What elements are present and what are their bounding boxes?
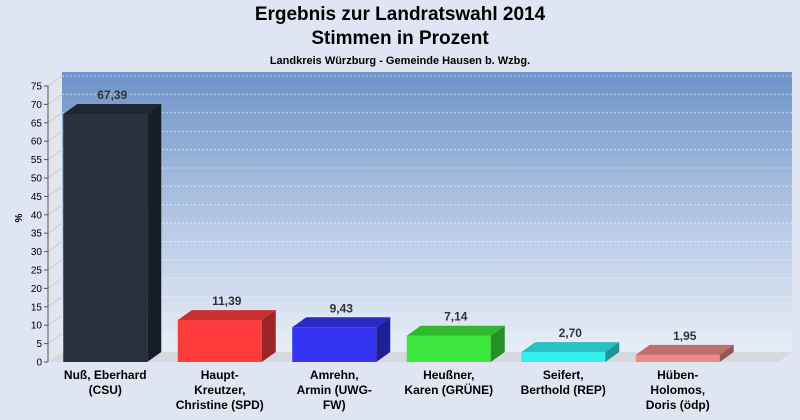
gridline-side xyxy=(47,241,63,253)
gridline-side xyxy=(47,112,63,124)
gridline-side xyxy=(47,130,63,142)
y-tick-label: 0 xyxy=(36,358,42,369)
bar-side xyxy=(490,325,505,362)
bar-1 xyxy=(63,104,162,363)
gridline-side xyxy=(47,93,63,105)
bar-front xyxy=(635,354,720,362)
category-label-line: Seifert, xyxy=(543,368,584,382)
y-tick-label: 10 xyxy=(31,321,43,332)
category-label-line: (CSU) xyxy=(89,383,122,397)
gridline-side xyxy=(47,185,63,197)
bar-4 xyxy=(406,325,505,362)
bar-front xyxy=(292,327,377,362)
category-label-line: Hüben- xyxy=(657,368,698,382)
gridline-side xyxy=(47,277,63,289)
bar-side xyxy=(376,317,391,362)
category-label-line: Heußner, xyxy=(423,368,474,382)
bar-top xyxy=(406,325,505,336)
y-tick-label: 70 xyxy=(31,100,43,111)
y-tick-label: 45 xyxy=(31,192,43,203)
category-label-line: Amrehn, xyxy=(310,368,359,382)
bar-top xyxy=(63,104,162,115)
value-label: 7,14 xyxy=(444,310,468,324)
y-tick-label: 5 xyxy=(36,339,42,350)
bar-side xyxy=(147,104,162,363)
category-label-line: Nuß, Eberhard xyxy=(64,368,147,382)
y-tick-label: 20 xyxy=(31,284,43,295)
y-tick-label: 30 xyxy=(31,247,43,258)
y-tick-label: 35 xyxy=(31,229,43,240)
chart-subtitle-line: Stimmen in Prozent xyxy=(311,28,489,49)
value-label: 11,39 xyxy=(212,294,242,308)
gridline-side xyxy=(47,149,63,161)
category-label-line: Armin (UWG- xyxy=(297,383,372,397)
y-tick-label: 65 xyxy=(31,118,43,129)
y-tick-label: 25 xyxy=(31,266,43,277)
y-tick-label: 75 xyxy=(31,82,43,93)
gridline-side xyxy=(47,75,63,87)
y-tick-label: 50 xyxy=(31,174,43,185)
y-axis-label: % xyxy=(14,213,25,222)
category-label-line: Christine (SPD) xyxy=(176,398,264,412)
category-label-line: Doris (ödp) xyxy=(646,398,710,412)
category-label: Amrehn, Armin (UWG-FW) xyxy=(297,368,372,412)
value-label: 1,95 xyxy=(673,329,697,343)
bar-6 xyxy=(635,344,734,362)
gridline-side xyxy=(47,222,63,234)
bar-5 xyxy=(521,342,620,362)
bar-top xyxy=(177,310,276,321)
bar-side xyxy=(605,342,620,362)
category-label: Haupt-Kreutzer, Christine (SPD) xyxy=(176,368,264,412)
chart-subtitle: Landkreis Würzburg - Gemeinde Hausen b. … xyxy=(269,55,531,67)
bar-front xyxy=(406,335,491,362)
bar-top xyxy=(635,344,734,355)
category-label: Nuß, Eberhard (CSU) xyxy=(64,368,147,397)
bar-3 xyxy=(292,317,391,362)
gridline-side xyxy=(47,204,63,216)
bar-2 xyxy=(177,310,276,362)
y-tick-label: 40 xyxy=(31,210,43,221)
gridline-side xyxy=(47,314,63,326)
bar-side xyxy=(719,344,734,362)
category-label-line: Karen (GRÜNE) xyxy=(404,382,493,397)
bar-top xyxy=(521,342,620,353)
left-wall xyxy=(48,72,62,362)
category-label-line: Berthold (REP) xyxy=(521,383,606,397)
category-label: Seifert, Berthold (REP) xyxy=(521,368,606,397)
value-label: 67,39 xyxy=(97,88,127,102)
gridline-side xyxy=(47,296,63,308)
plot-background xyxy=(62,72,792,352)
y-tick-label: 15 xyxy=(31,302,43,313)
value-label: 9,43 xyxy=(330,301,354,315)
chart-title: Ergebnis zur Landratswahl 2014 xyxy=(254,4,546,25)
bar-front xyxy=(521,352,606,362)
bar-top xyxy=(292,317,391,328)
category-label-line: Kreutzer, xyxy=(194,383,245,397)
category-label-line: Holomos, xyxy=(650,383,705,397)
gridline-side xyxy=(47,167,63,179)
y-tick-label: 55 xyxy=(31,155,43,166)
bar-side xyxy=(261,310,276,362)
bar-front xyxy=(177,320,262,362)
bar-front xyxy=(63,114,148,363)
category-label-line: Haupt- xyxy=(201,368,239,382)
category-label: Hüben-Holomos, Doris (ödp) xyxy=(646,368,710,412)
category-label: Heußner, Karen (GRÜNE) xyxy=(404,368,493,397)
value-label: 2,70 xyxy=(559,326,583,340)
y-tick-label: 60 xyxy=(31,137,43,148)
gridline-side xyxy=(47,333,63,345)
gridline-side xyxy=(47,259,63,271)
category-label-line: FW) xyxy=(323,398,346,412)
